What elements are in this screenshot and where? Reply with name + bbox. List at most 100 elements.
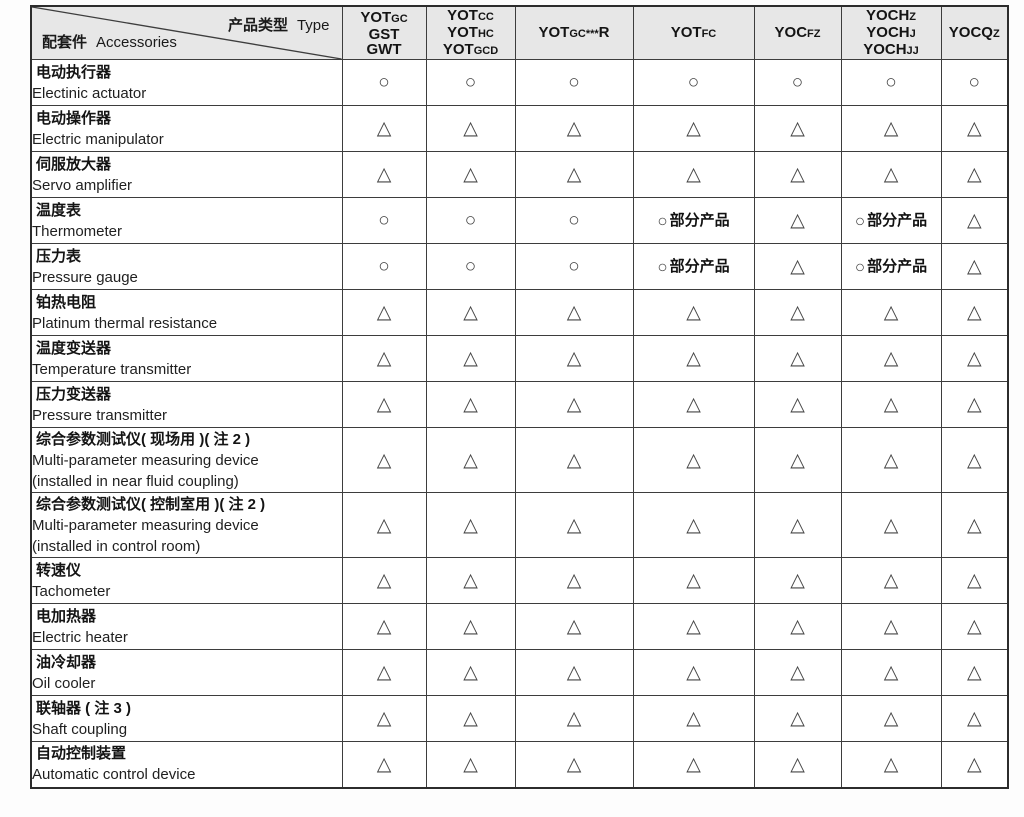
column-header-line: YOTGCD [442,40,499,58]
availability-cell-r1-c7: ○ [940,59,1009,106]
accessory-row-12: 电加热器 Electric heater △ △ △ △ △ △ △ [30,603,1009,650]
availability-cell-r9-c3: △ [514,427,634,493]
availability-cell-r3-c2: △ [425,151,516,198]
column-header-line: YOTCC [447,6,494,24]
accessory-name-zh: 温度变送器 [36,339,112,357]
column-header-line: YOCQZ [948,23,1000,41]
availability-cell-r12-c7: △ [940,603,1009,650]
accessories-label-en: Accessories [96,34,177,51]
availability-cell-r14-c4: △ [632,695,755,742]
accessory-name-zh: 转速仪 [36,561,82,579]
availability-cell-r4-c7: △ [940,197,1009,244]
accessory-row-5: 压力表 Pressure gauge ○ ○ ○ ○ 部分产品 △ ○ 部分产品 △ [30,243,1009,290]
availability-cell-r4-c6: ○ 部分产品 [840,197,942,244]
circle-symbol: ○ [657,257,668,277]
availability-cell-r8-c3: △ [514,381,634,428]
accessory-name-en: Automatic control device [32,766,196,784]
column-header-line: YOCHZ [865,6,917,24]
accessory-row-14: 联轴器 ( 注 3 ) Shaft coupling △ △ △ △ △ △ △ [30,695,1009,742]
availability-cell-r12-c1: △ [341,603,427,650]
availability-cell-r2-c2: △ [425,105,516,152]
availability-cell-r4-c3: ○ [514,197,634,244]
accessory-name-zh: 自动控制装置 [36,745,127,763]
accessory-label-cell: 温度变送器 Temperature transmitter [30,335,343,382]
availability-cell-r6-c2: △ [425,289,516,336]
accessory-name-en: Temperature transmitter [32,360,192,378]
availability-cell-r3-c4: △ [632,151,755,198]
availability-cell-r11-c6: △ [840,557,942,604]
availability-cell-r2-c1: △ [341,105,427,152]
availability-cell-r15-c3: △ [514,741,634,788]
availability-cell-r4-c4: ○ 部分产品 [632,197,755,244]
availability-cell-r11-c2: △ [425,557,516,604]
partial-products-text: 部分产品 [669,258,730,276]
column-header-line: GST [368,25,400,43]
accessories-label-zh: 配套件 [42,34,88,51]
accessory-name-en: Pressure transmitter [32,406,168,424]
accessory-name-en: Pressure gauge [32,268,138,286]
availability-cell-r12-c3: △ [514,603,634,650]
availability-cell-r10-c6: △ [840,492,942,558]
availability-cell-r14-c7: △ [940,695,1009,742]
accessories-compatibility-table: 产品类型 Type 配套件 Accessories YOTGC GST GWT YOTCC… [30,5,1009,789]
availability-cell-r8-c4: △ [632,381,755,428]
column-header-yoch-z-j-jj: YOCHZ YOCHJ YOCHJJ [840,5,942,60]
availability-cell-r11-c5: △ [753,557,842,604]
availability-cell-r9-c7: △ [940,427,1009,493]
availability-cell-r14-c2: △ [425,695,516,742]
accessory-label-cell: 压力变送器 Pressure transmitter [30,381,343,428]
availability-cell-r11-c7: △ [940,557,1009,604]
accessory-name-zh: 电加热器 [36,607,97,625]
availability-cell-r15-c1: △ [341,741,427,788]
product-type-label: 产品类型 Type [228,14,330,35]
availability-cell-r2-c6: △ [840,105,942,152]
availability-cell-r13-c1: △ [341,649,427,696]
availability-cell-r8-c6: △ [840,381,942,428]
availability-cell-r7-c7: △ [940,335,1009,382]
accessory-label-cell: 电加热器 Electric heater [30,603,343,650]
column-header-line: YOTFC [670,23,717,41]
column-header-line: YOCFZ [774,23,821,41]
accessory-row-3: 伺服放大器 Servo amplifier △ △ △ △ △ △ △ [30,151,1009,198]
availability-cell-r2-c4: △ [632,105,755,152]
availability-cell-r9-c5: △ [753,427,842,493]
availability-cell-r10-c5: △ [753,492,842,558]
accessory-row-2: 电动操作器 Electric manipulator △ △ △ △ △ △ △ [30,105,1009,152]
accessory-label-cell: 综合参数测试仪( 控制室用 )( 注 2 ) Multi-parameter me… [30,492,343,558]
accessory-name-zh: 电动操作器 [36,109,112,127]
availability-cell-r6-c5: △ [753,289,842,336]
availability-cell-r1-c3: ○ [514,59,634,106]
availability-cell-r1-c6: ○ [840,59,942,106]
availability-cell-r5-c6: ○ 部分产品 [840,243,942,290]
availability-cell-r9-c4: △ [632,427,755,493]
accessory-name-en: Platinum thermal resistance [32,314,218,332]
accessory-name-zh: 联轴器 ( 注 3 ) [36,699,132,717]
accessory-row-7: 温度变送器 Temperature transmitter △ △ △ △ △ △ △ [30,335,1009,382]
availability-cell-r10-c4: △ [632,492,755,558]
availability-cell-r13-c7: △ [940,649,1009,696]
accessory-name-en: Electric manipulator [32,130,164,148]
accessories-label: 配套件 Accessories [42,31,177,52]
availability-cell-r6-c6: △ [840,289,942,336]
accessory-name-zh: 压力表 [36,247,82,265]
availability-cell-r13-c6: △ [840,649,942,696]
accessory-label-cell: 油冷却器 Oil cooler [30,649,343,696]
column-header-line: YOCHJJ [863,40,919,58]
column-header-yot-cc-hc-gcd: YOTCC YOTHC YOTGCD [425,5,516,60]
accessory-label-cell: 温度表 Thermometer [30,197,343,244]
availability-cell-r3-c6: △ [840,151,942,198]
availability-cell-r15-c6: △ [840,741,942,788]
availability-cell-r3-c7: △ [940,151,1009,198]
availability-cell-r13-c4: △ [632,649,755,696]
column-header-yocq-z: YOCQZ [940,5,1009,60]
availability-cell-r11-c3: △ [514,557,634,604]
availability-cell-r13-c2: △ [425,649,516,696]
accessory-name-zh: 电动执行器 [36,63,112,81]
availability-cell-r1-c1: ○ [341,59,427,106]
availability-cell-r8-c1: △ [341,381,427,428]
availability-cell-r12-c2: △ [425,603,516,650]
availability-cell-r6-c4: △ [632,289,755,336]
availability-cell-r8-c7: △ [940,381,1009,428]
availability-cell-r7-c6: △ [840,335,942,382]
column-header-line: YOTGC [360,8,408,26]
